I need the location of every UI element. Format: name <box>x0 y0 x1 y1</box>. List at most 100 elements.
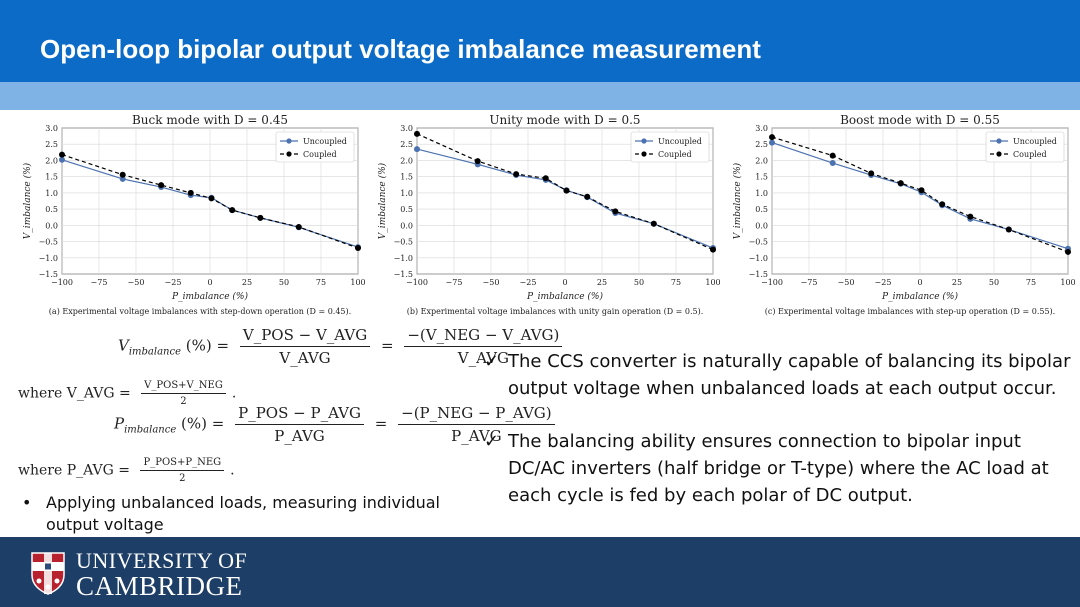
x-tick-label: 100 <box>1060 278 1075 287</box>
x-tick-label: 100 <box>705 278 720 287</box>
chart-title: Boost mode with D = 0.55 <box>840 113 1000 127</box>
bullet-point: • Applying unbalanced loads, measuring i… <box>22 492 462 536</box>
legend-marker-uncoupled <box>286 138 292 144</box>
data-point-uncoupled <box>769 139 775 146</box>
bullet-dot-icon: • <box>22 493 32 512</box>
legend-marker-coupled <box>996 151 1002 157</box>
data-point-coupled <box>257 214 264 221</box>
p-where-text: where P_AVG = <box>18 462 131 479</box>
y-tick-label: −1.5 <box>394 270 413 279</box>
p-avg-definition: where P_AVG = P_POS+P_NEG 2. <box>18 457 235 484</box>
x-tick-label: −25 <box>520 278 537 287</box>
x-tick-label: 75 <box>671 278 681 287</box>
chart-svg-unity: Unity mode with D = 0.5 −100 −75 −50 −25 0 25 5… <box>377 113 721 316</box>
university-name-line2: CAMBRIDGE <box>76 571 243 601</box>
y-tick-label: 0.5 <box>45 205 58 214</box>
chart-plot-group: Buck mode with D = 0.45 −100 −75 −50 −25 0 25 5… <box>22 113 366 316</box>
y-axis-label: V_imbalance (%) <box>22 162 33 239</box>
y-tick-label: 1.0 <box>45 189 58 198</box>
p-equals: = <box>374 414 388 433</box>
v-avg-denominator: 2 <box>180 396 187 407</box>
legend-marker-coupled <box>641 151 647 157</box>
y-tick-label: −0.5 <box>394 238 413 247</box>
header-strip <box>0 82 1080 110</box>
x-tick-label: 75 <box>316 278 326 287</box>
legend-label-uncoupled: Uncoupled <box>1013 137 1057 146</box>
data-point-coupled <box>710 246 716 253</box>
v-fraction-1-denominator: V_AVG <box>279 349 331 367</box>
data-point-coupled <box>897 180 904 187</box>
y-tick-label: −0.5 <box>39 238 58 247</box>
data-point-coupled <box>355 245 361 252</box>
p-avg-denominator: 2 <box>179 473 186 484</box>
v-avg-numerator: V_POS+V_NEG <box>141 380 226 394</box>
v-fraction-1: V_POS − V_AVG V_AVG <box>239 326 371 367</box>
x-tick-label: −75 <box>446 278 463 287</box>
p-fraction-1: P_POS − P_AVG P_AVG <box>235 404 364 445</box>
data-point-coupled <box>158 182 165 189</box>
header-bar <box>0 0 1080 82</box>
checklist-item-text: The CCS converter is naturally capable o… <box>508 351 1071 399</box>
y-tick-label: 0.0 <box>755 221 768 230</box>
v-equals: = <box>381 336 394 355</box>
legend-label-coupled: Coupled <box>303 150 337 159</box>
legend-marker-uncoupled <box>641 138 647 144</box>
x-tick-label: −75 <box>801 278 818 287</box>
y-tick-label: 1.5 <box>755 173 768 182</box>
p-lhs-subscript: imbalance <box>124 424 177 436</box>
university-name-line1: UNIVERSITY OF <box>76 548 248 573</box>
data-point-coupled <box>229 207 236 214</box>
x-tick-label: 25 <box>597 278 607 287</box>
p-imbalance-equation: Pimbalance (%) = P_POS − P_AVG P_AVG = −(… <box>114 404 561 445</box>
y-tick-label: −1.0 <box>749 254 768 263</box>
x-tick-label: 50 <box>989 278 999 287</box>
university-crest-icon <box>31 552 65 595</box>
v-avg-definition: where V_AVG = V_POS+V_NEG 2. <box>18 380 236 407</box>
x-tick-label: 25 <box>242 278 252 287</box>
data-point-coupled <box>563 187 570 194</box>
chart-svg-buck: Buck mode with D = 0.45 −100 −75 −50 −25 0 25 5… <box>22 113 366 316</box>
x-tick-label: −100 <box>51 278 73 287</box>
data-point-uncoupled <box>414 146 420 153</box>
chart-caption: (b) Experimental voltage imbalances with… <box>407 307 704 316</box>
v-where-text: where V_AVG = <box>18 385 131 402</box>
y-tick-label: 2.0 <box>400 156 413 165</box>
footer-bar: UNIVERSITY OF CAMBRIDGE <box>0 537 1080 607</box>
v-avg-fraction: V_POS+V_NEG 2 <box>141 380 226 407</box>
data-point-coupled <box>542 175 549 182</box>
x-tick-label: 50 <box>634 278 644 287</box>
data-point-coupled <box>59 151 65 158</box>
data-point-coupled <box>918 187 925 194</box>
y-tick-label: −1.5 <box>749 270 768 279</box>
data-point-coupled <box>1065 248 1071 255</box>
p-fraction-2-numerator: −(P_NEG − P_AVG) <box>398 404 555 425</box>
data-point-coupled <box>868 170 875 177</box>
y-tick-label: 1.5 <box>400 173 413 182</box>
legend-label-coupled: Coupled <box>658 150 692 159</box>
chart-title: Buck mode with D = 0.45 <box>132 113 288 127</box>
x-tick-label: −50 <box>483 278 500 287</box>
chart-caption: (c) Experimental voltage imbalances with… <box>765 307 1055 316</box>
y-tick-label: 1.0 <box>400 189 413 198</box>
x-tick-label: −50 <box>838 278 855 287</box>
y-tick-label: −1.5 <box>39 270 58 279</box>
x-tick-label: 25 <box>952 278 962 287</box>
bullet-text: Applying unbalanced loads, measuring ind… <box>46 493 440 534</box>
p-fraction-2: −(P_NEG − P_AVG) P_AVG <box>398 404 555 445</box>
y-tick-label: 1.0 <box>755 189 768 198</box>
chart-title: Unity mode with D = 0.5 <box>489 113 640 127</box>
checklist-item-text: The balancing ability ensures connection… <box>508 431 1049 506</box>
v-imbalance-equation: Vimbalance (%) = V_POS − V_AVG V_AVG = −(… <box>118 326 568 367</box>
x-tick-label: −25 <box>165 278 182 287</box>
data-point-coupled <box>187 189 194 196</box>
x-tick-label: 100 <box>350 278 365 287</box>
x-tick-label: 0 <box>207 278 212 287</box>
chart-unity-mode: Unity mode with D = 0.5 −100 −75 −50 −25 0 25 5… <box>365 112 725 324</box>
v-fraction-2: −(V_NEG − V_AVG) V_AVG <box>404 326 563 367</box>
v-fraction-1-numerator: V_POS − V_AVG <box>239 326 371 347</box>
data-point-coupled <box>414 130 420 137</box>
chart-plot-group: Boost mode with D = 0.55 −100 −75 −50 −25 0 25… <box>732 113 1076 316</box>
y-tick-label: 3.0 <box>400 124 413 133</box>
y-tick-label: 2.5 <box>755 140 768 149</box>
p-fraction-1-numerator: P_POS − P_AVG <box>235 404 364 425</box>
